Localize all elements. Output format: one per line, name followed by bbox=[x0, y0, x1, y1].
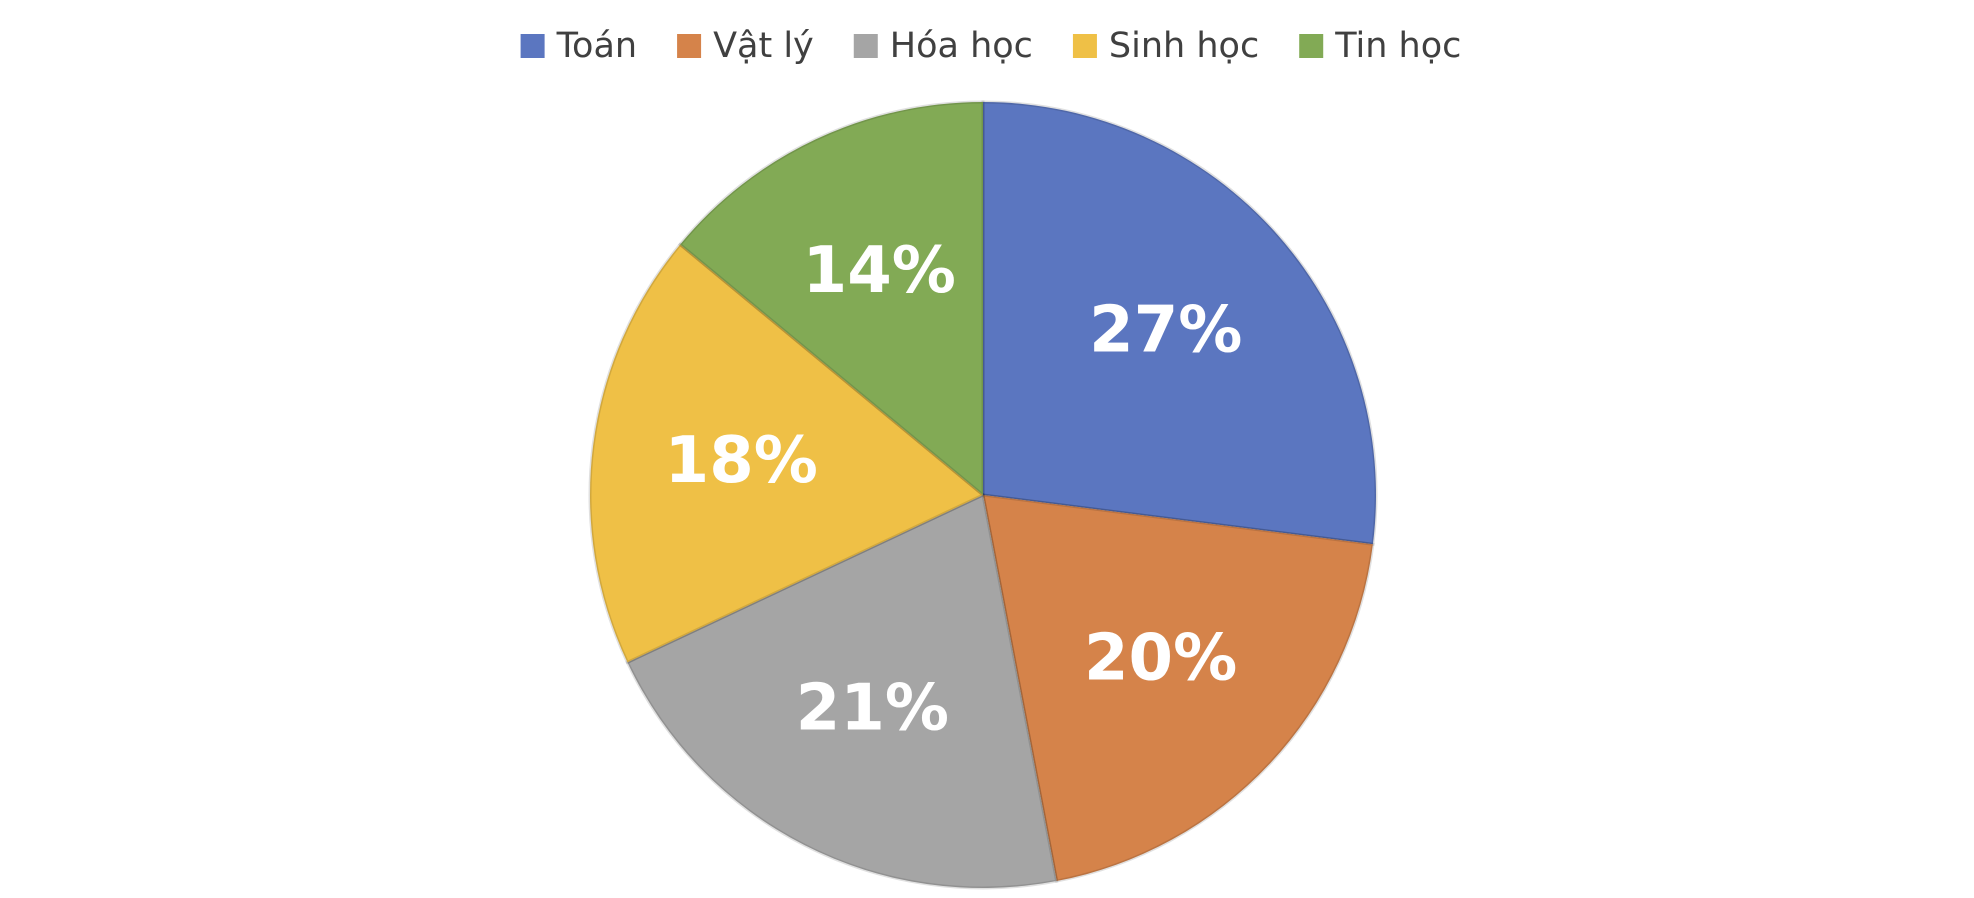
legend-label: Hóa học bbox=[890, 26, 1033, 66]
legend-swatch bbox=[677, 34, 702, 58]
pie-slice bbox=[981, 100, 1378, 546]
legend-swatch bbox=[520, 34, 545, 58]
legend-swatch bbox=[1072, 34, 1097, 58]
data-label: 21% bbox=[796, 672, 949, 746]
legend-swatch bbox=[853, 34, 878, 58]
data-label: 14% bbox=[803, 234, 956, 308]
legend-label: Toán bbox=[556, 26, 637, 66]
pie-slice bbox=[981, 493, 1375, 883]
data-label: 27% bbox=[1089, 293, 1242, 367]
data-label: 20% bbox=[1084, 621, 1237, 695]
data-label: 18% bbox=[665, 424, 818, 498]
legend-swatch bbox=[1299, 34, 1324, 58]
pie-slice bbox=[625, 492, 1059, 890]
legend-label: Tin học bbox=[1334, 26, 1461, 66]
pie-slice bbox=[678, 100, 985, 499]
legend-label: Sinh học bbox=[1109, 26, 1259, 66]
pie-slice bbox=[588, 242, 986, 665]
legend: Toán Vật lý Hóa học Sinh học Tin học bbox=[520, 26, 1461, 66]
legend-label: Vật lý bbox=[713, 26, 814, 66]
